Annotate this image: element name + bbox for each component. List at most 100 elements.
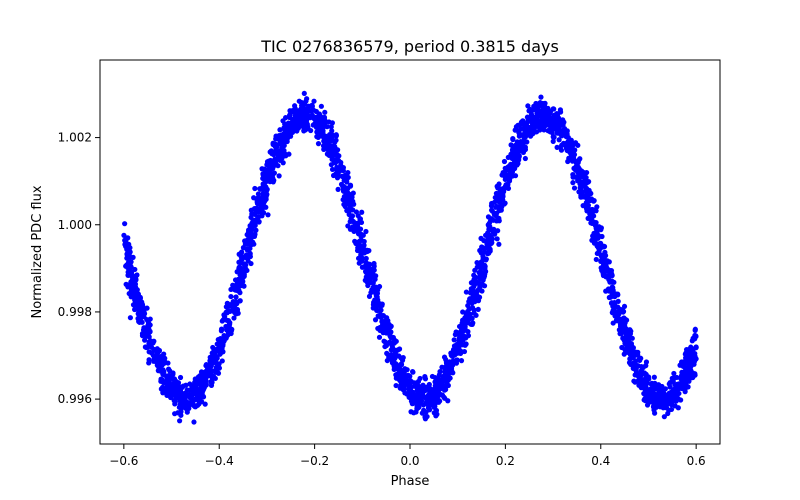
data-point — [658, 386, 665, 392]
data-point — [413, 409, 419, 415]
data-point — [545, 110, 551, 116]
data-point — [308, 127, 314, 134]
data-point — [479, 244, 485, 250]
data-point — [354, 226, 360, 232]
data-point — [287, 123, 293, 130]
data-point — [197, 372, 203, 379]
data-point — [277, 157, 283, 163]
data-point — [213, 364, 220, 370]
data-point — [184, 387, 190, 393]
data-point — [275, 163, 281, 169]
data-point — [426, 407, 433, 413]
data-point — [124, 262, 130, 268]
data-point — [202, 369, 209, 376]
data-point — [565, 158, 571, 165]
data-point — [601, 260, 607, 266]
data-point — [231, 315, 237, 321]
data-point — [213, 369, 219, 375]
data-point — [209, 359, 215, 366]
data-point — [248, 242, 254, 248]
data-point — [558, 121, 564, 127]
data-point — [502, 176, 508, 183]
data-point — [177, 374, 184, 381]
data-point — [178, 408, 184, 415]
data-point — [457, 350, 464, 357]
data-point — [358, 257, 364, 263]
data-point — [693, 333, 699, 339]
data-point — [571, 185, 578, 191]
data-point — [691, 353, 698, 359]
data-point — [594, 204, 600, 210]
data-point — [375, 297, 381, 303]
data-point — [365, 282, 371, 289]
data-point — [499, 193, 505, 200]
data-point — [600, 271, 606, 277]
data-point — [671, 370, 677, 377]
data-point — [651, 374, 657, 380]
x-tick-label: −0.4 — [205, 454, 234, 468]
data-point — [465, 329, 471, 335]
data-point — [244, 255, 250, 261]
data-point — [622, 323, 628, 330]
data-point — [272, 142, 278, 148]
data-point — [300, 109, 306, 116]
data-point — [551, 106, 557, 112]
data-point — [236, 280, 242, 286]
data-point — [262, 179, 269, 185]
data-point — [661, 390, 667, 396]
data-point — [470, 320, 476, 326]
data-point — [317, 133, 323, 139]
data-point — [530, 116, 537, 122]
data-point — [377, 314, 383, 320]
data-point — [644, 380, 650, 386]
data-point — [508, 142, 514, 148]
data-point — [189, 396, 195, 402]
data-point — [183, 399, 190, 405]
data-point — [217, 340, 223, 346]
data-point — [414, 387, 420, 393]
data-point — [282, 127, 289, 133]
data-point — [233, 287, 239, 293]
data-point — [547, 129, 553, 135]
data-point — [398, 361, 404, 367]
data-point — [159, 362, 165, 368]
data-point — [488, 240, 494, 247]
data-point — [468, 286, 474, 292]
data-point — [236, 251, 242, 257]
data-point — [210, 344, 216, 351]
data-point — [175, 386, 181, 392]
data-point — [520, 118, 526, 124]
data-point — [633, 366, 639, 372]
x-axis: −0.6 −0.4 −0.2 0.0 0.2 0.4 0.6 — [109, 444, 706, 468]
data-point — [127, 245, 133, 251]
data-point — [242, 238, 248, 244]
data-point — [421, 407, 427, 413]
data-point — [141, 311, 148, 317]
data-point — [264, 187, 270, 193]
data-point — [172, 411, 178, 417]
data-point — [493, 190, 499, 197]
data-point — [241, 283, 247, 289]
data-point — [571, 156, 577, 163]
data-point — [633, 349, 639, 356]
data-point — [637, 372, 643, 378]
data-point — [370, 305, 376, 311]
data-point — [238, 270, 244, 276]
data-point — [436, 391, 443, 397]
data-point — [604, 258, 610, 264]
data-point — [517, 147, 523, 154]
data-point — [259, 166, 265, 172]
data-point — [494, 198, 501, 204]
data-point — [304, 108, 310, 114]
data-point — [462, 324, 468, 330]
data-point — [328, 147, 334, 154]
data-point — [513, 153, 520, 159]
data-point — [439, 364, 445, 370]
data-point — [692, 326, 698, 332]
data-point — [322, 109, 328, 115]
x-tick-label: 0.4 — [591, 454, 610, 468]
data-point — [347, 183, 354, 189]
x-axis-label: Phase — [391, 474, 430, 489]
data-point — [422, 387, 428, 393]
data-point — [580, 203, 586, 209]
